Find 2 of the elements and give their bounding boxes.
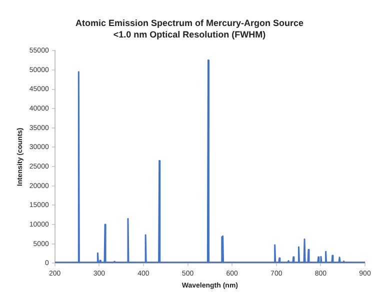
chart-subtitle: <1.0 nm Optical Resolution (FWHM) [113, 30, 266, 40]
chart-title: Atomic Emission Spectrum of Mercury-Argon Source [75, 18, 304, 28]
